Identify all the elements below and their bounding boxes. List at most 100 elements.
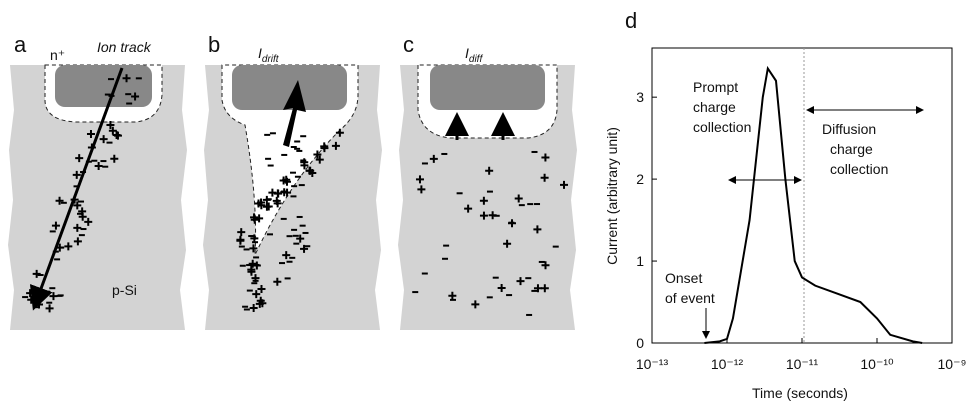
plus-charge	[479, 211, 488, 220]
plus-charge	[250, 213, 259, 222]
plus-charge	[541, 153, 550, 162]
plus-charge	[256, 296, 265, 305]
plus-charge	[306, 166, 315, 175]
y-tick-label: 2	[636, 171, 644, 187]
plus-charge	[417, 185, 426, 194]
plus-charge	[479, 196, 488, 205]
annotation: Onset	[665, 270, 702, 286]
panel-label: b	[208, 32, 220, 57]
plus-charge	[236, 235, 245, 244]
current-label: Idrift	[258, 45, 280, 65]
plus-charge	[112, 131, 121, 140]
plus-charge	[541, 261, 550, 270]
plus-charge	[252, 261, 261, 270]
x-axis-label: Time (seconds)	[752, 385, 848, 401]
plus-charge	[108, 126, 117, 135]
plus-charge	[73, 201, 82, 210]
plus-charge	[282, 251, 291, 260]
plus-charge	[313, 150, 322, 159]
plus-charge	[533, 225, 542, 234]
plus-charge	[415, 175, 424, 184]
plus-charge	[131, 92, 140, 101]
x-tick-label: 10⁻¹⁰	[860, 356, 894, 372]
annotation: charge	[693, 99, 736, 115]
track-label: Ion track	[97, 39, 152, 55]
drift-arrow	[283, 80, 306, 147]
plus-charge	[84, 217, 93, 226]
plus-charge	[335, 128, 344, 137]
region-label: p-Si	[112, 282, 137, 298]
panel-label: a	[14, 32, 27, 57]
plus-charge	[273, 189, 282, 198]
current-curve	[704, 65, 923, 344]
plus-charge	[237, 228, 246, 237]
x-tick-label: 10⁻¹¹	[786, 356, 819, 372]
plus-charge	[73, 237, 82, 246]
plus-charge	[264, 202, 273, 211]
plus-charge	[282, 175, 291, 184]
plus-charge	[533, 284, 542, 293]
plus-charge	[257, 285, 266, 294]
plus-charge	[331, 141, 340, 150]
plus-charge	[252, 290, 261, 299]
annotation: of event	[665, 290, 715, 306]
plus-charge	[560, 180, 569, 189]
current-main: I	[258, 45, 262, 61]
panel-label: d	[625, 8, 637, 33]
n-plus-contact	[55, 65, 152, 107]
plus-charge	[32, 269, 41, 278]
charges	[22, 74, 569, 316]
plus-charge	[272, 196, 281, 205]
current-sub: drift	[262, 54, 280, 65]
current-sub: diff	[469, 54, 484, 65]
x-tick-label: 10⁻¹³	[636, 356, 669, 372]
x-tick-label: 10⁻¹²	[711, 356, 744, 372]
plus-charge	[514, 194, 523, 203]
plus-charge	[273, 277, 282, 286]
plus-charge	[110, 154, 119, 163]
ion-track-arrow	[29, 67, 124, 311]
panel-label: c	[403, 32, 414, 57]
y-axis-label: Current (arbitrary unit)	[604, 127, 620, 265]
annotation: Diffusion	[822, 121, 876, 137]
plus-charge	[72, 170, 81, 179]
plus-charge	[250, 234, 259, 243]
plus-charge	[86, 129, 95, 138]
plus-charge	[471, 300, 480, 309]
plus-charge	[485, 166, 494, 175]
contact-label: n⁺	[50, 47, 65, 63]
plus-charge	[122, 74, 131, 83]
plus-charge	[503, 239, 512, 248]
plus-charge	[106, 120, 115, 129]
plus-charge	[254, 199, 263, 208]
current-label: Idiff	[465, 45, 483, 65]
n-plus-contact	[430, 65, 545, 110]
plus-charge	[64, 242, 73, 251]
annotation: collection	[830, 161, 888, 177]
plus-charge	[99, 135, 108, 144]
plus-charge	[247, 265, 256, 274]
y-tick-label: 0	[636, 335, 644, 351]
plus-charge	[300, 244, 309, 253]
plus-charge	[497, 284, 506, 293]
plus-charge	[296, 234, 305, 243]
plus-charge	[540, 173, 549, 182]
plus-charge	[248, 259, 257, 268]
annotation: Prompt	[693, 79, 738, 95]
plus-charge	[448, 291, 457, 300]
plus-charge	[73, 223, 82, 232]
current-main: I	[465, 45, 469, 61]
silicon-region	[8, 65, 187, 330]
plus-charge	[315, 155, 324, 164]
plus-charge	[249, 244, 258, 253]
x-tick-label: 10⁻⁹	[938, 356, 967, 372]
depletion-region	[221, 64, 359, 256]
plus-charge	[540, 284, 549, 293]
plus-charge	[429, 154, 438, 163]
plus-charge	[55, 196, 64, 205]
plus-charge	[516, 277, 525, 286]
plus-charge	[75, 154, 84, 163]
annotation: collection	[693, 119, 751, 135]
